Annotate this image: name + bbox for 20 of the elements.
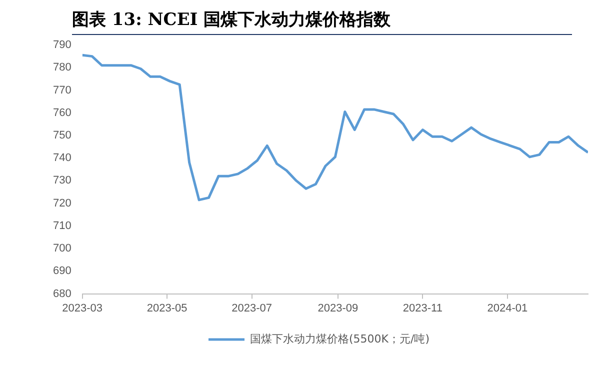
y-tick-label: 790 [52, 39, 72, 52]
y-tick-label: 710 [52, 220, 72, 232]
x-tick-label: 2023-07 [232, 302, 272, 314]
chart-title: 图表 13: NCEI 国煤下水动力煤价格指数 [72, 10, 391, 30]
y-tick-label: 740 [52, 152, 72, 164]
y-tick-label: 690 [52, 265, 72, 278]
y-tick-label: 780 [52, 62, 72, 74]
x-tick-label: 2023-03 [62, 302, 103, 314]
y-tick-label: 720 [52, 197, 72, 210]
y-tick-label: 750 [52, 130, 72, 142]
y-tick-label: 730 [52, 174, 72, 187]
x-tick-label: 2024-01 [487, 302, 528, 314]
x-tick-label: 2023-11 [402, 302, 442, 314]
y-tick-label: 760 [52, 106, 72, 119]
x-tick-label: 2023-05 [146, 302, 188, 314]
legend-label: 国煤下水动力煤价格(5500K；元/吨) [250, 332, 430, 346]
y-tick-label: 700 [52, 242, 72, 255]
x-tick-label: 2023-09 [318, 302, 358, 314]
y-tick-label: 680 [52, 288, 72, 300]
y-tick-label: 770 [52, 84, 72, 96]
